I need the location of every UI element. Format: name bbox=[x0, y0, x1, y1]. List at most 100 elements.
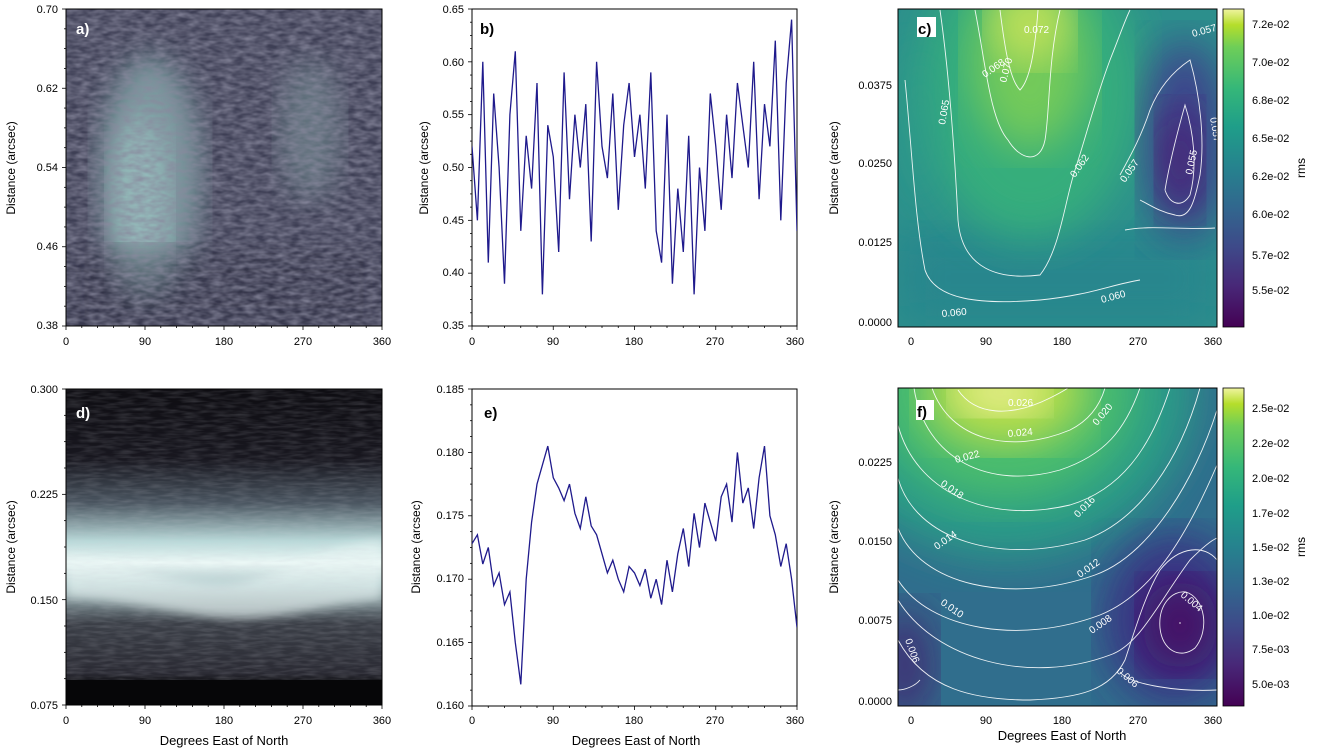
cbar-f-2: 1.0e-02 bbox=[1252, 610, 1289, 622]
ytick-a-0: 0.38 bbox=[37, 320, 58, 332]
panel-e-frame bbox=[471, 388, 798, 707]
xtick-d-4: 360 bbox=[373, 715, 391, 727]
panel-e: e) 0.160 0.165 0.170 0.175 0.180 0.185 0… bbox=[409, 384, 804, 748]
cbar-c-4: 6.5e-02 bbox=[1252, 133, 1289, 145]
panel-b-yticks: 0.35 0.40 0.45 0.50 0.55 0.60 0.65 bbox=[443, 4, 464, 332]
xtick-a-2: 180 bbox=[215, 336, 233, 348]
cbar-c-1: 5.7e-02 bbox=[1252, 250, 1289, 262]
ytick-a-4: 0.70 bbox=[37, 4, 58, 16]
panel-b: b) 0.35 0.40 0.45 0.50 0.55 0.60 0.65 0 … bbox=[417, 4, 804, 348]
ytick-d-3: 0.300 bbox=[30, 384, 58, 396]
ytick-e-4: 0.180 bbox=[436, 447, 464, 459]
xtick-d-2: 180 bbox=[215, 715, 233, 727]
panel-b-frame bbox=[471, 8, 798, 327]
contour-label-f-1: 0.024 bbox=[1007, 427, 1033, 440]
panel-f-colorbar: 5.0e-03 7.5e-03 1.0e-02 1.3e-02 1.5e-02 … bbox=[1222, 387, 1308, 707]
xtick-a-1: 90 bbox=[139, 336, 151, 348]
cbar-f-1: 7.5e-03 bbox=[1252, 644, 1289, 656]
ytick-c-0: 0.0000 bbox=[858, 317, 892, 329]
ytick-d-0: 0.075 bbox=[30, 700, 58, 712]
panel-d: d) 0.075 0.150 0.225 0.300 0 90 180 270 … bbox=[4, 384, 391, 748]
xtick-d-1: 90 bbox=[139, 715, 151, 727]
panel-b-series bbox=[472, 19, 797, 295]
panel-c-heatmap: 0.072 0.070 0.068 0.065 0.062 0.057 0.05… bbox=[898, 9, 1222, 327]
panel-a-yticks: 0.38 0.46 0.54 0.62 0.70 bbox=[37, 4, 58, 332]
panel-e-ylabel: Distance (arcsec) bbox=[409, 500, 423, 593]
xtick-b-2: 180 bbox=[625, 336, 643, 348]
panel-c-label: c) bbox=[918, 21, 931, 38]
ytick-b-2: 0.45 bbox=[443, 215, 464, 227]
panel-c-colorbar: 5.5e-02 5.7e-02 6.0e-02 6.2e-02 6.5e-02 … bbox=[1222, 8, 1308, 328]
ytick-b-4: 0.55 bbox=[443, 109, 464, 121]
ytick-f-3: 0.0225 bbox=[858, 457, 892, 469]
xtick-f-0: 0 bbox=[908, 715, 914, 727]
cbar-f-6: 2.0e-02 bbox=[1252, 473, 1289, 485]
panel-f-label: f) bbox=[917, 404, 927, 421]
panel-f-ylabel: Distance (arcsec) bbox=[827, 500, 841, 593]
contour-label-c-6: 0.055 bbox=[1184, 148, 1200, 175]
panel-c-xticks: 0 90 180 270 360 bbox=[908, 336, 1222, 348]
panel-c: 0.072 0.070 0.068 0.065 0.062 0.057 0.05… bbox=[827, 8, 1308, 348]
ytick-d-2: 0.225 bbox=[30, 489, 58, 501]
ytick-e-3: 0.175 bbox=[436, 510, 464, 522]
ytick-e-2: 0.170 bbox=[436, 573, 464, 585]
xtick-e-1: 90 bbox=[547, 715, 559, 727]
xtick-c-3: 270 bbox=[1129, 336, 1147, 348]
tick-marks bbox=[62, 8, 798, 710]
panel-a-heatmap bbox=[66, 9, 382, 326]
panel-d-xticks: 0 90 180 270 360 bbox=[63, 715, 391, 727]
ytick-a-2: 0.54 bbox=[37, 162, 58, 174]
ytick-a-3: 0.62 bbox=[37, 83, 58, 95]
panel-c-yticks: 0.0000 0.0125 0.0250 0.0375 bbox=[858, 80, 892, 329]
xtick-f-2: 180 bbox=[1053, 715, 1071, 727]
ytick-e-5: 0.185 bbox=[436, 384, 464, 396]
xtick-f-1: 90 bbox=[980, 715, 992, 727]
ytick-b-3: 0.50 bbox=[443, 162, 464, 174]
panel-f-yticks: 0.0000 0.0075 0.0150 0.0225 bbox=[858, 457, 892, 708]
cbar-c-3: 6.2e-02 bbox=[1252, 171, 1289, 183]
panel-d-ylabel: Distance (arcsec) bbox=[4, 500, 18, 593]
panel-a-ylabel: Distance (arcsec) bbox=[4, 121, 18, 214]
panel-c-ylabel: Distance (arcsec) bbox=[827, 121, 841, 214]
cbar-f-0: 5.0e-03 bbox=[1252, 679, 1289, 691]
cbar-f-5: 1.7e-02 bbox=[1252, 508, 1289, 520]
xtick-e-2: 180 bbox=[625, 715, 643, 727]
xtick-a-0: 0 bbox=[63, 336, 69, 348]
panel-a-xticks: 0 90 180 270 360 bbox=[63, 336, 391, 348]
ytick-b-6: 0.65 bbox=[443, 4, 464, 16]
panel-f-contours bbox=[898, 388, 1217, 701]
cbar-c-0: 5.5e-02 bbox=[1252, 285, 1289, 297]
xtick-b-4: 360 bbox=[786, 336, 804, 348]
panel-f-xlabel: Degrees East of North bbox=[998, 728, 1127, 743]
xtick-a-4: 360 bbox=[373, 336, 391, 348]
xtick-c-4: 360 bbox=[1204, 336, 1222, 348]
ytick-c-2: 0.0250 bbox=[858, 158, 892, 170]
cbar-f-3: 1.3e-02 bbox=[1252, 576, 1289, 588]
contour-label-f-0: 0.026 bbox=[1008, 398, 1033, 409]
panel-f-frame bbox=[897, 387, 1218, 707]
xtick-b-0: 0 bbox=[469, 336, 475, 348]
xtick-b-3: 270 bbox=[706, 336, 724, 348]
ytick-e-0: 0.160 bbox=[436, 700, 464, 712]
xtick-c-1: 90 bbox=[980, 336, 992, 348]
contour-label-c-3: 0.065 bbox=[937, 99, 952, 126]
cbar-f-8: 2.5e-02 bbox=[1252, 403, 1289, 415]
ytick-f-1: 0.0075 bbox=[858, 615, 892, 627]
panel-b-label: b) bbox=[480, 21, 494, 38]
cbar-c-5: 6.8e-02 bbox=[1252, 95, 1289, 107]
panel-f-xticks: 0 90 180 270 360 bbox=[908, 715, 1222, 727]
ytick-b-0: 0.35 bbox=[443, 320, 464, 332]
ytick-b-5: 0.60 bbox=[443, 57, 464, 69]
xtick-f-4: 360 bbox=[1204, 715, 1222, 727]
xtick-c-0: 0 bbox=[908, 336, 914, 348]
contour-label-c-0: 0.072 bbox=[1024, 25, 1049, 36]
xtick-e-0: 0 bbox=[469, 715, 475, 727]
contour-label-c-8: 0.057 bbox=[1207, 117, 1222, 144]
cbar-f-7: 2.2e-02 bbox=[1252, 438, 1289, 450]
panel-f-label-bg bbox=[916, 400, 934, 420]
panel-f-heatmap: 0.026 0.024 0.022 0.020 0.018 0.016 0.01… bbox=[898, 388, 1217, 706]
panel-d-yticks: 0.075 0.150 0.225 0.300 bbox=[30, 384, 58, 712]
panel-d-label: d) bbox=[76, 405, 90, 422]
xtick-a-3: 270 bbox=[294, 336, 312, 348]
